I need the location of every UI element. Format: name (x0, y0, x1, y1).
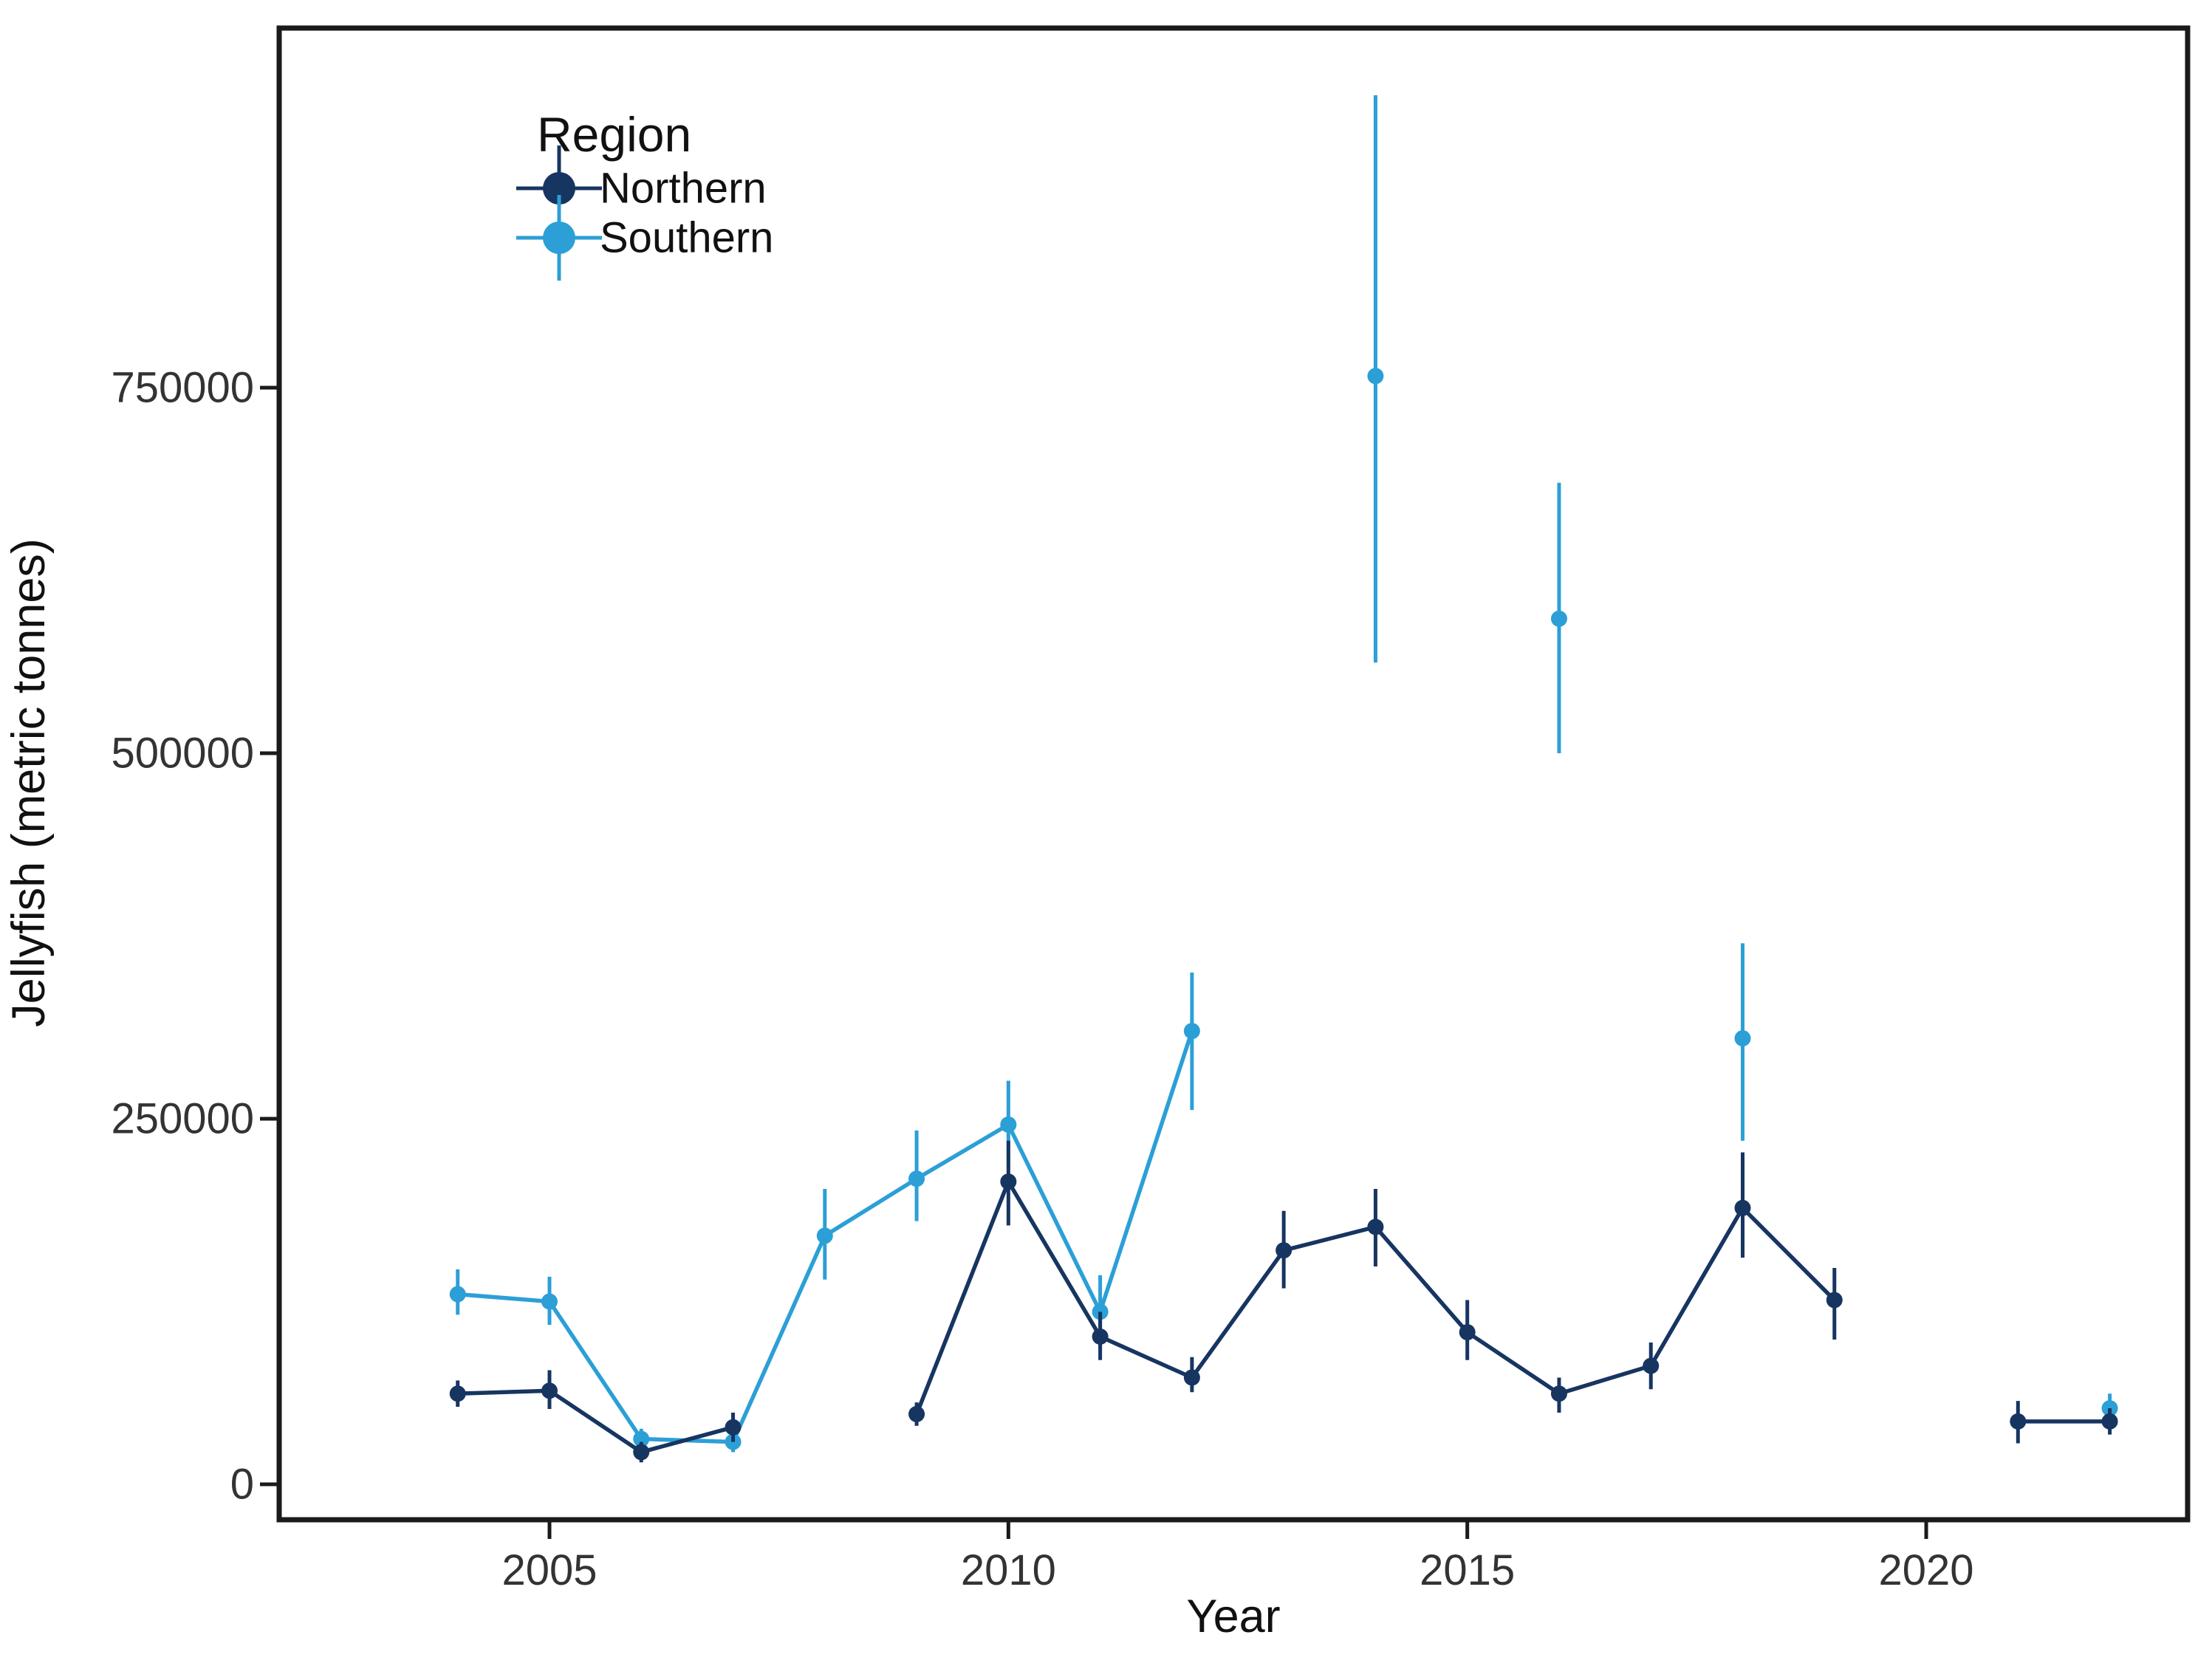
plot-border (276, 25, 2191, 1523)
series-southern (449, 95, 2118, 1453)
data-point (1367, 368, 1384, 385)
series-line (457, 1388, 734, 1455)
series-northern (449, 1140, 2118, 1463)
data-point (1092, 1328, 1109, 1345)
data-point (633, 1430, 650, 1447)
data-point (449, 1286, 466, 1303)
x-axis-title: Year (1186, 1591, 1280, 1642)
legend-key-northern-icon (543, 172, 575, 205)
data-point (1459, 1324, 1476, 1341)
data-point (541, 1293, 558, 1310)
data-point (2101, 1413, 2118, 1430)
x-axis-tick-label: 2015 (1420, 1546, 1515, 1594)
y-axis-tick-label: 500000 (111, 730, 254, 778)
data-point (541, 1382, 558, 1399)
data-point (1734, 1199, 1751, 1216)
legend-key-southern-icon (543, 222, 575, 254)
x-axis-tick-label: 2005 (501, 1546, 597, 1594)
data-point (1367, 1218, 1384, 1235)
data-point (2010, 1413, 2027, 1430)
legend-item-label: Southern (600, 214, 773, 262)
y-axis-tick-label: 250000 (111, 1095, 254, 1143)
data-point (1734, 1030, 1751, 1047)
y-axis-title: Jellyfish (metric tonnes) (3, 538, 55, 1027)
data-point (1183, 1369, 1200, 1386)
data-point (1550, 1385, 1567, 1402)
data-point (1826, 1292, 1843, 1309)
x-axis-tick-label: 2010 (961, 1546, 1056, 1594)
data-point (908, 1170, 925, 1187)
data-point (1000, 1116, 1017, 1133)
data-point (1000, 1173, 1017, 1190)
x-axis-tick-label: 2020 (1879, 1546, 1974, 1594)
data-point (908, 1405, 925, 1422)
data-point (1550, 610, 1567, 627)
y-axis-tick-label: 0 (230, 1461, 254, 1509)
data-point (449, 1385, 466, 1402)
data-point (633, 1444, 650, 1461)
data-point (1276, 1242, 1292, 1259)
data-point (816, 1227, 833, 1244)
data-point (725, 1419, 742, 1436)
data-point (1643, 1357, 1660, 1374)
data-point (1183, 1023, 1200, 1040)
y-axis-tick-label: 750000 (111, 364, 254, 412)
legend-item-label: Northern (600, 165, 767, 213)
legend-title: Region (537, 107, 691, 162)
